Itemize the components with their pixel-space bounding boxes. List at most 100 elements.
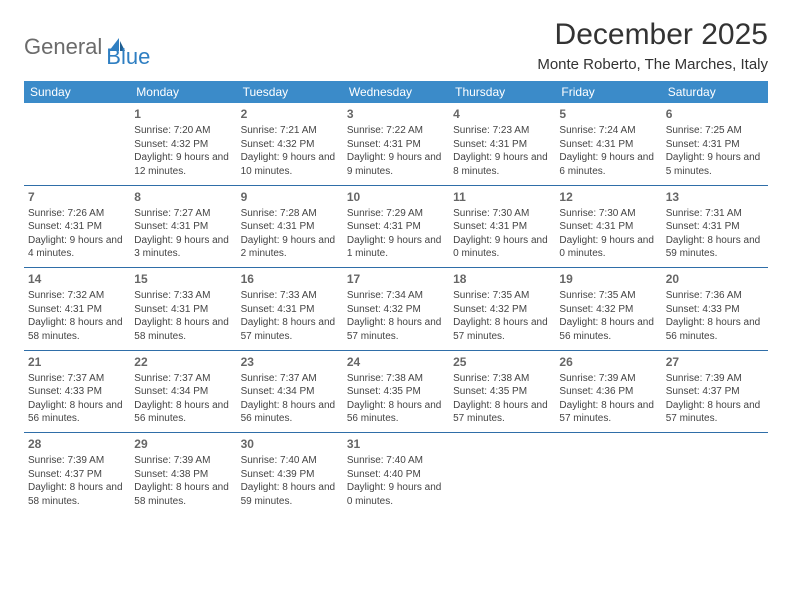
sunset-text: Sunset: 4:31 PM <box>241 303 339 317</box>
sunset-text: Sunset: 4:31 PM <box>347 220 445 234</box>
sunrise-text: Sunrise: 7:27 AM <box>134 207 232 221</box>
daylight-text: Daylight: 9 hours and 0 minutes. <box>559 234 657 261</box>
sunset-text: Sunset: 4:32 PM <box>134 138 232 152</box>
day-number: 12 <box>559 189 657 205</box>
sunset-text: Sunset: 4:31 PM <box>347 138 445 152</box>
sunset-text: Sunset: 4:31 PM <box>28 303 126 317</box>
day-number: 8 <box>134 189 232 205</box>
day-number: 29 <box>134 436 232 452</box>
day-number: 26 <box>559 354 657 370</box>
sunset-text: Sunset: 4:31 PM <box>28 220 126 234</box>
day-cell: 8Sunrise: 7:27 AMSunset: 4:31 PMDaylight… <box>130 186 236 268</box>
daylight-text: Daylight: 8 hours and 56 minutes. <box>666 316 764 343</box>
week-row: 21Sunrise: 7:37 AMSunset: 4:33 PMDayligh… <box>24 351 768 433</box>
sunrise-text: Sunrise: 7:35 AM <box>453 289 551 303</box>
day-cell: 7Sunrise: 7:26 AMSunset: 4:31 PMDaylight… <box>24 186 130 268</box>
day-cell: 24Sunrise: 7:38 AMSunset: 4:35 PMDayligh… <box>343 351 449 433</box>
day-number: 20 <box>666 271 764 287</box>
day-cell: 13Sunrise: 7:31 AMSunset: 4:31 PMDayligh… <box>662 186 768 268</box>
day-cell: 5Sunrise: 7:24 AMSunset: 4:31 PMDaylight… <box>555 103 661 185</box>
daylight-text: Daylight: 8 hours and 57 minutes. <box>666 399 764 426</box>
sunrise-text: Sunrise: 7:39 AM <box>559 372 657 386</box>
sunset-text: Sunset: 4:32 PM <box>453 303 551 317</box>
day-number: 2 <box>241 106 339 122</box>
sunrise-text: Sunrise: 7:39 AM <box>28 454 126 468</box>
sunset-text: Sunset: 4:31 PM <box>241 220 339 234</box>
day-cell <box>449 433 555 515</box>
sunrise-text: Sunrise: 7:23 AM <box>453 124 551 138</box>
day-number: 9 <box>241 189 339 205</box>
day-cell: 3Sunrise: 7:22 AMSunset: 4:31 PMDaylight… <box>343 103 449 185</box>
day-cell: 1Sunrise: 7:20 AMSunset: 4:32 PMDaylight… <box>130 103 236 185</box>
sunset-text: Sunset: 4:31 PM <box>453 138 551 152</box>
day-cell: 28 Sunrise: 7:39 AMSunset: 4:37 PMDayligh… <box>24 433 130 515</box>
day-number: 14 <box>28 271 126 287</box>
location-text: Monte Roberto, The Marches, Italy <box>537 56 768 73</box>
daylight-text: Daylight: 9 hours and 8 minutes. <box>453 151 551 178</box>
sunset-text: Sunset: 4:39 PM <box>241 468 339 482</box>
daylight-text: Daylight: 9 hours and 0 minutes. <box>347 481 445 508</box>
day-header: Friday <box>555 81 661 103</box>
daylight-text: Daylight: 8 hours and 57 minutes. <box>559 399 657 426</box>
day-number: 18 <box>453 271 551 287</box>
week-row: 1Sunrise: 7:20 AMSunset: 4:32 PMDaylight… <box>24 103 768 185</box>
sunrise-text: Sunrise: 7:28 AM <box>241 207 339 221</box>
day-header: Thursday <box>449 81 555 103</box>
daylight-text: Daylight: 9 hours and 10 minutes. <box>241 151 339 178</box>
day-number: 10 <box>347 189 445 205</box>
daylight-text: Daylight: 8 hours and 58 minutes. <box>134 481 232 508</box>
daylight-text: Daylight: 8 hours and 57 minutes. <box>453 399 551 426</box>
logo-text-general: General <box>24 34 102 60</box>
sunrise-text: Sunrise: 7:33 AM <box>134 289 232 303</box>
day-cell: 31Sunrise: 7:40 AMSunset: 4:40 PMDayligh… <box>343 433 449 515</box>
sunset-text: Sunset: 4:35 PM <box>453 385 551 399</box>
sunrise-text: Sunrise: 7:34 AM <box>347 289 445 303</box>
day-cell: 26Sunrise: 7:39 AMSunset: 4:36 PMDayligh… <box>555 351 661 433</box>
daylight-text: Daylight: 9 hours and 2 minutes. <box>241 234 339 261</box>
day-cell: 23Sunrise: 7:37 AMSunset: 4:34 PMDayligh… <box>237 351 343 433</box>
day-number: 5 <box>559 106 657 122</box>
sunrise-text: Sunrise: 7:21 AM <box>241 124 339 138</box>
calendar-page: General Blue December 2025 Monte Roberto… <box>0 0 792 533</box>
sunset-text: Sunset: 4:31 PM <box>134 220 232 234</box>
daylight-text: Daylight: 8 hours and 57 minutes. <box>241 316 339 343</box>
daylight-text: Daylight: 9 hours and 12 minutes. <box>134 151 232 178</box>
daylight-text: Daylight: 8 hours and 56 minutes. <box>28 399 126 426</box>
sunrise-text: Sunrise: 7:38 AM <box>453 372 551 386</box>
daylight-text: Daylight: 8 hours and 59 minutes. <box>241 481 339 508</box>
day-number: 21 <box>28 354 126 370</box>
day-number: 27 <box>666 354 764 370</box>
sunset-text: Sunset: 4:38 PM <box>134 468 232 482</box>
sunrise-text: Sunrise: 7:35 AM <box>559 289 657 303</box>
daylight-text: Daylight: 8 hours and 58 minutes. <box>28 481 126 508</box>
logo: General Blue <box>24 24 150 70</box>
day-cell: 27Sunrise: 7:39 AMSunset: 4:37 PMDayligh… <box>662 351 768 433</box>
sunrise-text: Sunrise: 7:30 AM <box>559 207 657 221</box>
month-title: December 2025 <box>537 18 768 52</box>
sunrise-text: Sunrise: 7:38 AM <box>347 372 445 386</box>
day-number: 15 <box>134 271 232 287</box>
day-number: 1 <box>134 106 232 122</box>
day-number: 3 <box>347 106 445 122</box>
day-cell: 17Sunrise: 7:34 AMSunset: 4:32 PMDayligh… <box>343 268 449 350</box>
daylight-text: Daylight: 8 hours and 56 minutes. <box>559 316 657 343</box>
day-number: 17 <box>347 271 445 287</box>
day-cell <box>24 103 130 185</box>
header: General Blue December 2025 Monte Roberto… <box>24 18 768 73</box>
day-number: 28 <box>28 436 126 452</box>
day-header: Saturday <box>662 81 768 103</box>
sunset-text: Sunset: 4:31 PM <box>134 303 232 317</box>
day-cell: 16Sunrise: 7:33 AMSunset: 4:31 PMDayligh… <box>237 268 343 350</box>
sunset-text: Sunset: 4:34 PM <box>134 385 232 399</box>
sunset-text: Sunset: 4:31 PM <box>453 220 551 234</box>
day-cell: 11Sunrise: 7:30 AMSunset: 4:31 PMDayligh… <box>449 186 555 268</box>
sunrise-text: Sunrise: 7:39 AM <box>134 454 232 468</box>
sunrise-text: Sunrise: 7:32 AM <box>28 289 126 303</box>
day-cell: 4Sunrise: 7:23 AMSunset: 4:31 PMDaylight… <box>449 103 555 185</box>
day-number: 22 <box>134 354 232 370</box>
sunset-text: Sunset: 4:34 PM <box>241 385 339 399</box>
day-number: 6 <box>666 106 764 122</box>
sunset-text: Sunset: 4:37 PM <box>28 468 126 482</box>
day-number: 24 <box>347 354 445 370</box>
day-header: Monday <box>130 81 236 103</box>
